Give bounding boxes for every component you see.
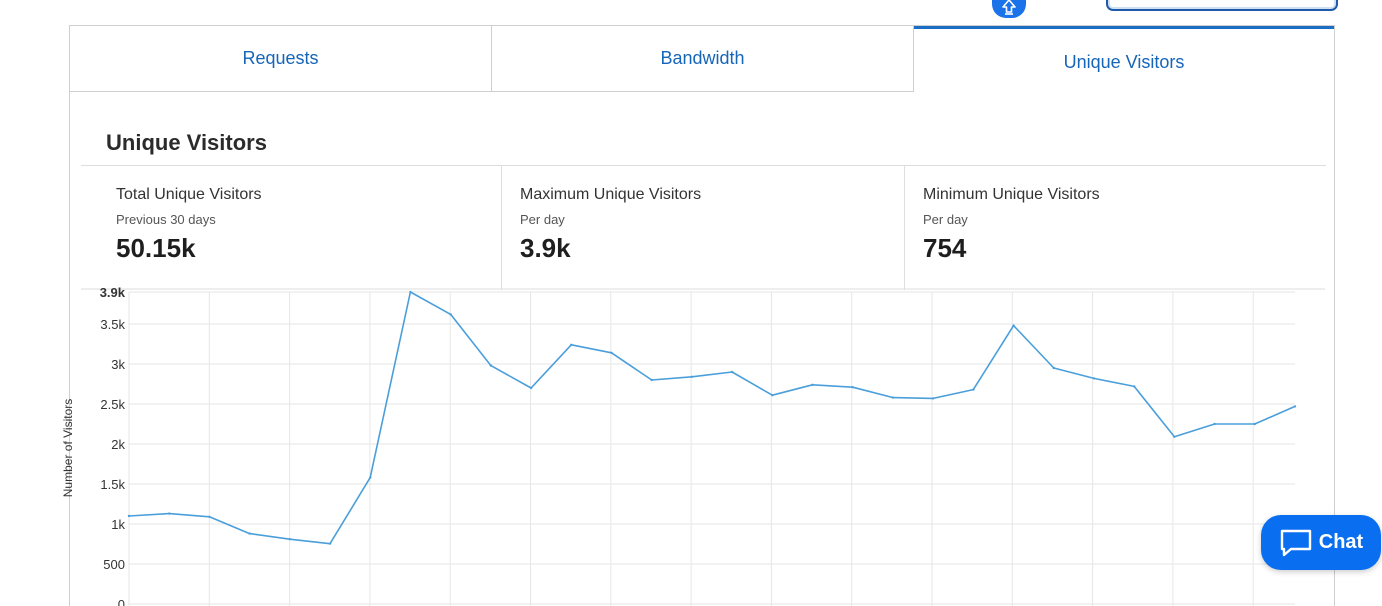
stat-minimum-unique-visitors: Minimum Unique Visitors Per day 754 [904, 166, 1307, 290]
data-point [891, 396, 895, 399]
y-axis-title: Number of Visitors [61, 399, 75, 497]
stat-sub: Per day [923, 212, 968, 227]
top-search-input[interactable] [1106, 0, 1338, 11]
data-point [570, 343, 573, 346]
data-point [1173, 435, 1176, 438]
data-point [328, 542, 332, 545]
upload-icon-glyph [1002, 0, 1016, 15]
data-point [1132, 385, 1136, 388]
data-point [248, 532, 251, 535]
chat-bubble-icon [1280, 529, 1311, 556]
data-point [288, 538, 292, 541]
y-tick-label: 1.5k [100, 477, 125, 492]
data-point [127, 514, 131, 518]
chart-y-axis: 0 500 1k 1.5k 2k 2.5k 3k 3.5k 3.9k [100, 285, 126, 606]
data-point [489, 364, 493, 367]
section-divider [81, 165, 1326, 166]
chat-button[interactable]: Chat [1261, 515, 1381, 570]
tab-requests[interactable]: Requests [70, 26, 492, 92]
data-point [771, 394, 774, 397]
data-point [972, 388, 975, 391]
series-line [128, 291, 1296, 545]
stat-sub: Per day [520, 212, 565, 227]
stat-maximum-unique-visitors: Maximum Unique Visitors Per day 3.9k [501, 166, 904, 290]
tab-unique-visitors[interactable]: Unique Visitors [914, 26, 1334, 92]
data-point [168, 512, 171, 515]
stat-total-unique-visitors: Total Unique Visitors Previous 30 days 5… [70, 166, 473, 290]
data-point [1293, 405, 1297, 408]
chart-horizontal-grid [129, 291, 1295, 605]
data-point [690, 375, 694, 378]
data-point [931, 397, 935, 400]
data-point [1253, 422, 1256, 426]
data-point [1092, 377, 1096, 380]
stat-label: Minimum Unique Visitors [923, 186, 1100, 203]
chart-vertical-grid [128, 292, 1254, 606]
data-point [610, 351, 613, 354]
data-point [449, 313, 452, 316]
data-point [851, 386, 854, 389]
stat-label: Maximum Unique Visitors [520, 186, 702, 203]
data-point [1213, 422, 1216, 426]
data-point [369, 476, 372, 479]
chat-label: Chat [1318, 531, 1364, 553]
stat-sub: Previous 30 days [116, 212, 216, 227]
chart-points [127, 290, 1297, 545]
y-tick-label: 500 [103, 557, 125, 572]
stat-value: 50.15k [116, 233, 196, 263]
tab-bandwidth[interactable]: Bandwidth [492, 26, 914, 92]
data-point [650, 378, 653, 382]
y-tick-label: 2k [111, 437, 125, 452]
data-point [1052, 366, 1055, 370]
data-point [409, 290, 412, 294]
section-title: Unique Visitors [106, 130, 267, 155]
data-point [730, 370, 734, 374]
upload-icon[interactable] [992, 0, 1026, 18]
y-tick-label: 1k [111, 517, 125, 532]
data-point [529, 386, 533, 390]
y-tick-label: 2.5k [100, 397, 125, 412]
stat-value: 3.9k [520, 233, 571, 263]
metric-tabs: Requests Bandwidth Unique Visitors [70, 26, 1334, 92]
data-point [208, 515, 211, 518]
y-tick-label: 3.9k [100, 285, 126, 300]
analytics-panel: Requests Bandwidth Unique Visitors Uniqu… [69, 25, 1335, 606]
y-tick-label: 3k [111, 357, 125, 372]
y-tick-label: 3.5k [100, 317, 125, 332]
y-tick-label: 0 [118, 597, 125, 606]
stat-label: Total Unique Visitors [116, 186, 262, 203]
stat-value: 754 [923, 233, 967, 263]
data-point [1012, 324, 1015, 327]
data-point [811, 383, 814, 386]
